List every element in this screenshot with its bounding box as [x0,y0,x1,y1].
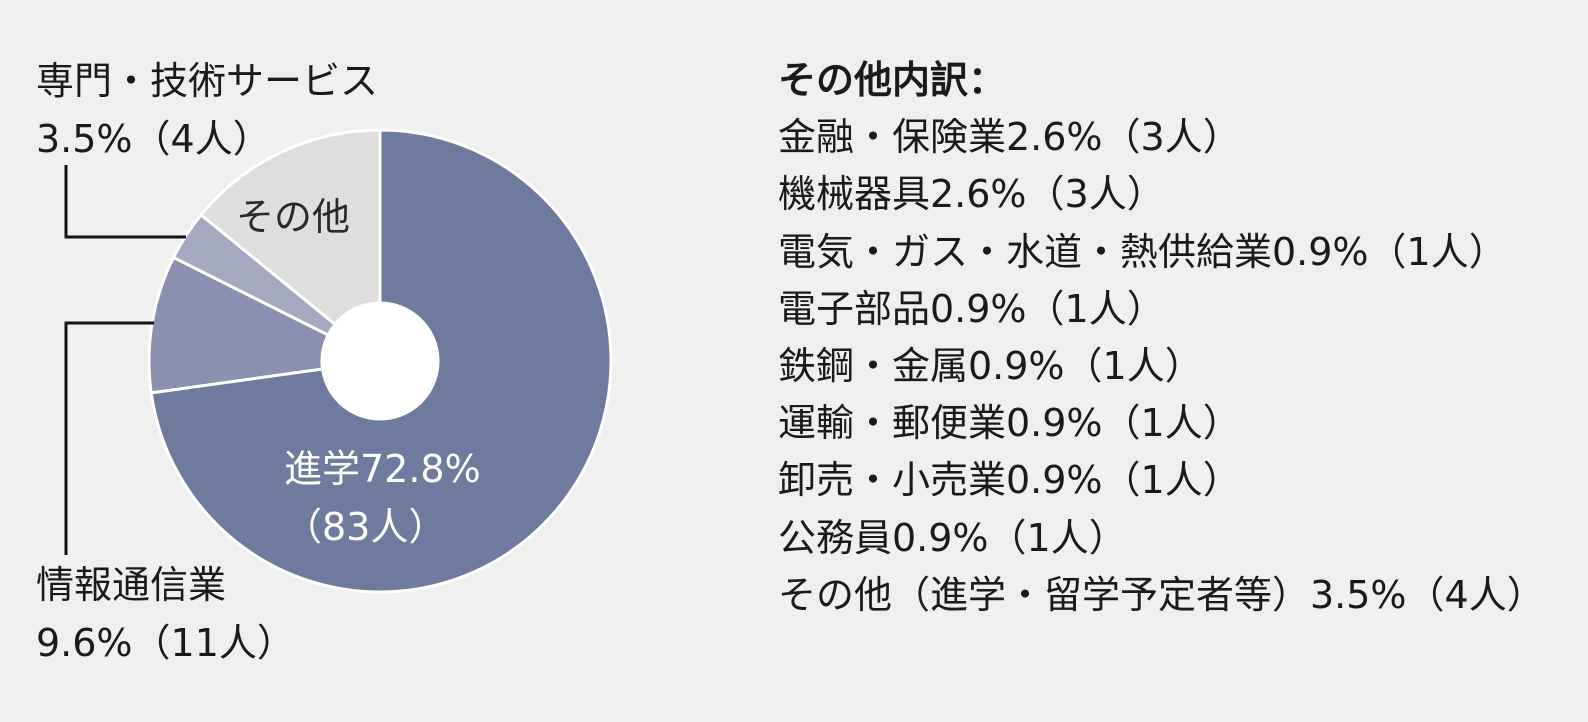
other-breakdown-list: その他内訳： 金融・保険業2.6%（3人） 機械器具2.6%（3人） 電気・ガス… [778,52,1545,624]
slice-label-other: その他 [236,195,351,239]
breakdown-item: 金融・保険業2.6%（3人） [778,115,1241,160]
label-tech-services-value: 3.5%（4人） [36,117,271,161]
leader-line-tech [64,165,186,239]
breakdown-item: 機械器具2.6%（3人） [778,172,1165,217]
breakdown-item: 鉄鋼・金属0.9%（1人） [778,344,1203,389]
slice-label-shingaku-line2: （83人） [284,505,447,549]
breakdown-title: その他内訳： [778,58,1007,102]
label-tech-services-name: 専門・技術サービス [36,59,379,103]
donut-chart [64,128,613,594]
slice-label-shingaku-line1: 進学72.8% [284,447,481,491]
label-tech-services: 専門・技術サービス 3.5%（4人） [36,52,378,168]
breakdown-item: 公務員0.9%（1人） [778,515,1127,560]
breakdown-item: 電子部品0.9%（1人） [778,286,1165,331]
label-info-comm: 情報通信業 9.6%（11人） [36,556,295,672]
label-info-comm-name: 情報通信業 [36,563,227,607]
breakdown-item: 卸売・小売業0.9%（1人） [778,458,1241,503]
label-info-comm-value: 9.6%（11人） [36,621,295,665]
breakdown-item: 運輸・郵便業0.9%（1人） [778,401,1241,446]
breakdown-item: 電気・ガス・水道・熱供給業0.9%（1人） [778,229,1507,274]
donut-slices [147,128,613,594]
slice-label-shingaku: 進学72.8% （83人） [284,440,481,556]
donut-hole [321,302,439,420]
breakdown-item: その他（進学・留学予定者等）3.5%（4人） [778,572,1545,617]
leader-line-info [64,321,154,555]
